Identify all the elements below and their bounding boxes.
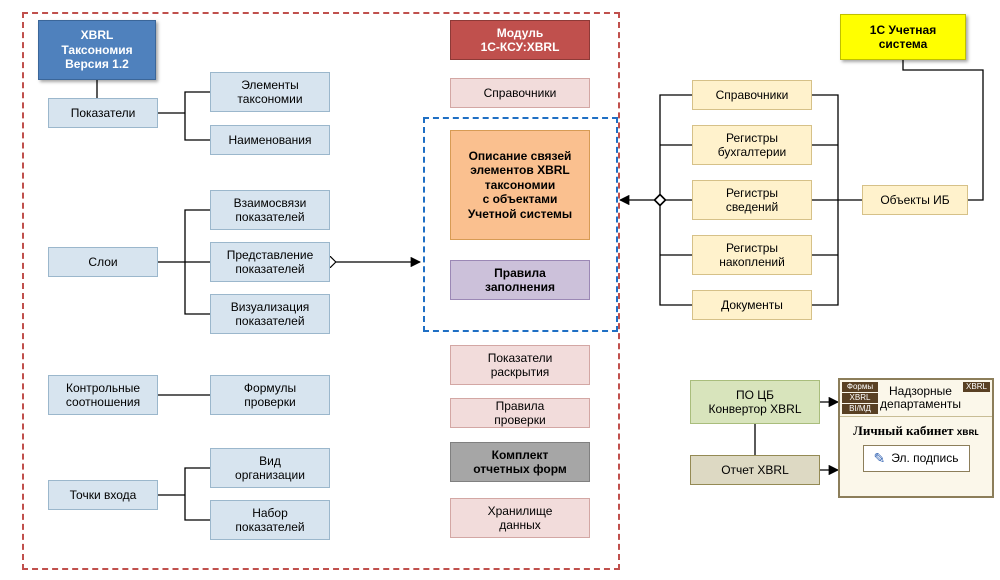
box-obj-ib: Объекты ИБ [862,185,968,215]
box-hranil: Хранилище данных [450,498,590,538]
box-vzaim: Взаимосвязи показателей [210,190,330,230]
box-otchet: Отчет XBRL [690,455,820,485]
pen-icon: ✎ [874,450,886,467]
box-reg-buh: Регистры бухгалтерии [692,125,812,165]
box-predst: Представление показателей [210,242,330,282]
tag-bimd: BI/МД [842,404,878,414]
connector-rightcol-to-opis [660,95,692,305]
box-sprav-pink: Справочники [450,78,590,108]
box-naim: Наименования [210,125,330,155]
box-xbrl-header: XBRL Таксономия Версия 1.2 [38,20,156,80]
kiosk-title: Надзорные департаменты [880,385,961,411]
box-reg-nakop: Регистры накоплений [692,235,812,275]
box-reg-sved: Регистры сведений [692,180,812,220]
box-vizual: Визуализация показателей [210,294,330,334]
box-opis: Описание связей элементов XBRL таксономи… [450,130,590,240]
tag-formy: Формы [842,382,878,392]
box-komplekt: Комплект отчетных форм [450,442,590,482]
box-pokaz-rask: Показатели раскрытия [450,345,590,385]
kiosk-lk: Личный кабинет [853,423,953,438]
tag-xbrl: XBRL [842,393,878,403]
connector-objib-bracket [812,95,862,305]
box-pokazateli: Показатели [48,98,158,128]
connector-acct-to-objib [903,60,983,200]
box-sloi: Слои [48,247,158,277]
signature-label: Эл. подпись [891,451,958,465]
kiosk-panel: Формы XBRL BI/МД Надзорные департаменты … [838,378,994,498]
box-sprav-y: Справочники [692,80,812,110]
box-tochki: Точки входа [48,480,158,510]
box-module: Модуль 1С-КСУ:XBRL [450,20,590,60]
box-elem-tax: Элементы таксономии [210,72,330,112]
box-kontrol: Контрольные соотношения [48,375,158,415]
box-po-cb: ПО ЦБ Конвертор XBRL [690,380,820,424]
box-nabor: Набор показателей [210,500,330,540]
box-vid-org: Вид организации [210,448,330,488]
box-pravila-prov: Правила проверки [450,398,590,428]
box-pravila-zap: Правила заполнения [450,260,590,300]
box-accounting: 1С Учетная система [840,14,966,60]
box-formuly: Формулы проверки [210,375,330,415]
signature-button[interactable]: ✎ Эл. подпись [863,445,970,472]
box-dokum: Документы [692,290,812,320]
tag-xbrl-right: XBRL [963,382,990,392]
